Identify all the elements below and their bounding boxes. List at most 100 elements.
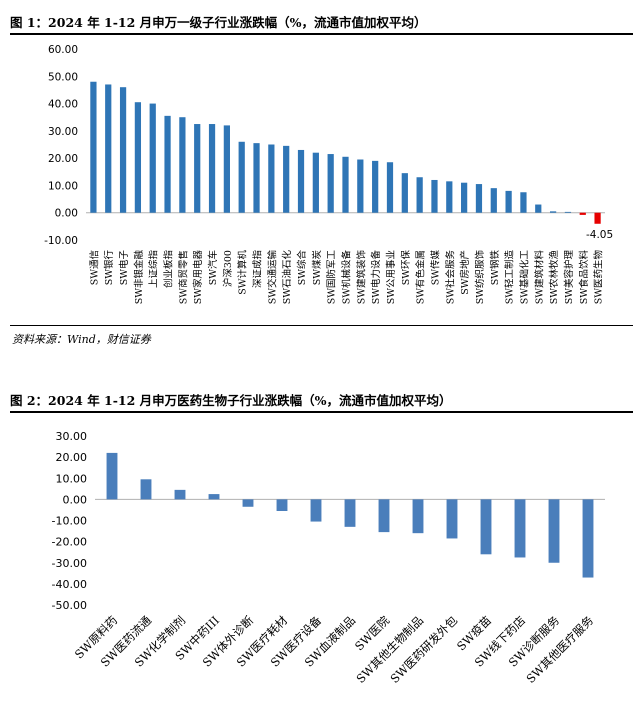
bar: [480, 499, 492, 555]
bar: [594, 212, 601, 224]
bar: [549, 211, 557, 213]
bar: [327, 154, 334, 213]
x-category-label: SW医药生物: [593, 250, 605, 305]
y-tick-label: 20.00: [56, 451, 88, 464]
y-tick-label: -20.00: [52, 536, 87, 549]
bar: [579, 212, 586, 215]
x-category-label: SW轻工制造: [504, 250, 516, 305]
x-category-label: SW社会服务: [444, 250, 456, 305]
bar: [174, 489, 186, 500]
x-category-label: SW石油石化: [281, 250, 293, 305]
x-category-label: SW房地产: [459, 250, 471, 295]
x-category-label: SW建筑装饰: [355, 250, 367, 304]
x-category-label: 深证成指: [252, 250, 264, 289]
bar: [208, 494, 220, 500]
bar: [520, 192, 527, 213]
bar: [106, 452, 118, 500]
y-tick-label: 10.00: [48, 180, 78, 192]
x-category-label: SW综合: [296, 250, 308, 286]
bar: [378, 499, 390, 533]
bar: [446, 181, 453, 213]
x-category-label: SW电子: [118, 250, 130, 286]
y-tick-label: 30.00: [48, 126, 78, 138]
x-category-label: SW国防军工: [326, 250, 338, 305]
y-tick-label: 0.00: [63, 493, 88, 506]
x-category-label: SW煤炭: [311, 250, 323, 286]
bar: [582, 499, 594, 578]
figure2-title: 图 2：2024 年 1-12 月申万医药生物子行业涨跌幅（%，流通市值加权平均…: [10, 393, 452, 408]
figure1-bottom-rule: [10, 325, 633, 326]
y-tick-label: 60.00: [48, 44, 78, 56]
y-tick-label: 40.00: [48, 99, 78, 111]
x-category-label: 上证综指: [148, 250, 160, 289]
bar: [119, 87, 127, 213]
y-tick-label: -10.00: [44, 235, 78, 247]
x-category-label: SW环保: [400, 250, 412, 286]
bar: [140, 479, 152, 500]
y-tick-label: 30.00: [56, 430, 88, 443]
bar: [386, 162, 394, 213]
x-category-label: SW纺织服饰: [474, 250, 486, 304]
x-category-label: SW汽车: [207, 250, 219, 285]
x-category-label: SW交通运输: [266, 250, 278, 305]
bar: [208, 124, 216, 213]
x-category-label: SW建筑材料: [533, 250, 545, 305]
x-category-label: SW农林牧渔: [548, 250, 560, 305]
bar: [564, 211, 572, 213]
bar: [535, 204, 542, 213]
bar: [149, 103, 156, 213]
bar: [475, 184, 483, 213]
data-label: -4.05: [586, 229, 613, 241]
x-category-label: SW非银金融: [133, 250, 145, 305]
chart2: 30.00 20.00 10.00 0.00 -10.00 -20.00 -30.00 -40…: [52, 430, 605, 686]
x-category-label: SW计算机: [237, 250, 249, 295]
y-tick-label: -30.00: [52, 557, 87, 570]
bar: [548, 499, 560, 563]
bar: [276, 499, 288, 511]
bar: [412, 499, 424, 534]
bar: [164, 115, 171, 213]
bar: [416, 177, 423, 213]
bar: [431, 179, 438, 213]
bar: [344, 499, 356, 527]
x-category-label: SW公用事业: [385, 250, 397, 304]
bar: [297, 149, 305, 213]
x-category-label: 沪深300: [222, 250, 234, 287]
bar: [514, 499, 526, 558]
bar: [310, 499, 322, 522]
y-tick-label: 50.00: [48, 71, 78, 83]
bar: [505, 190, 512, 213]
bar: [312, 152, 319, 213]
bar: [283, 145, 290, 213]
bar: [268, 144, 275, 213]
bar: [223, 125, 230, 213]
figure1-title: 图 1：2024 年 1-12 月申万一级子行业涨跌幅（%，流通市值加权平均）: [10, 15, 427, 30]
x-category-label: SW传媒: [429, 250, 441, 286]
x-category-label: SW基础化工: [518, 250, 530, 305]
x-category-label: SW家用电器: [192, 250, 204, 305]
x-category-label: SW钢铁: [489, 250, 501, 286]
chart1: 60.00 50.00 40.00 30.00 20.00 10.00 0.00 -10.00…: [44, 44, 613, 305]
bar: [105, 84, 112, 213]
bar: [461, 182, 468, 213]
bar: [242, 499, 254, 507]
bar: [194, 124, 201, 213]
y-tick-label: -40.00: [52, 578, 87, 591]
figure2-top-rule: [10, 411, 633, 413]
x-category-label: SW机械设备: [341, 250, 353, 305]
y-tick-label: 10.00: [56, 472, 88, 485]
bar: [90, 81, 97, 213]
figure1-source: 资料来源：Wind，财信证券: [12, 333, 151, 346]
bar: [401, 173, 408, 213]
bar: [238, 141, 245, 213]
bar: [357, 159, 364, 213]
bar: [490, 188, 497, 213]
y-tick-label: 0.00: [55, 208, 78, 220]
figure1-top-rule: [10, 33, 633, 35]
y-tick-label: 20.00: [48, 153, 78, 165]
x-category-label: SW银行: [103, 250, 115, 286]
x-category-label: SW美容护理: [563, 250, 575, 305]
bar: [134, 102, 142, 213]
bar: [253, 143, 260, 213]
bar: [372, 160, 379, 213]
